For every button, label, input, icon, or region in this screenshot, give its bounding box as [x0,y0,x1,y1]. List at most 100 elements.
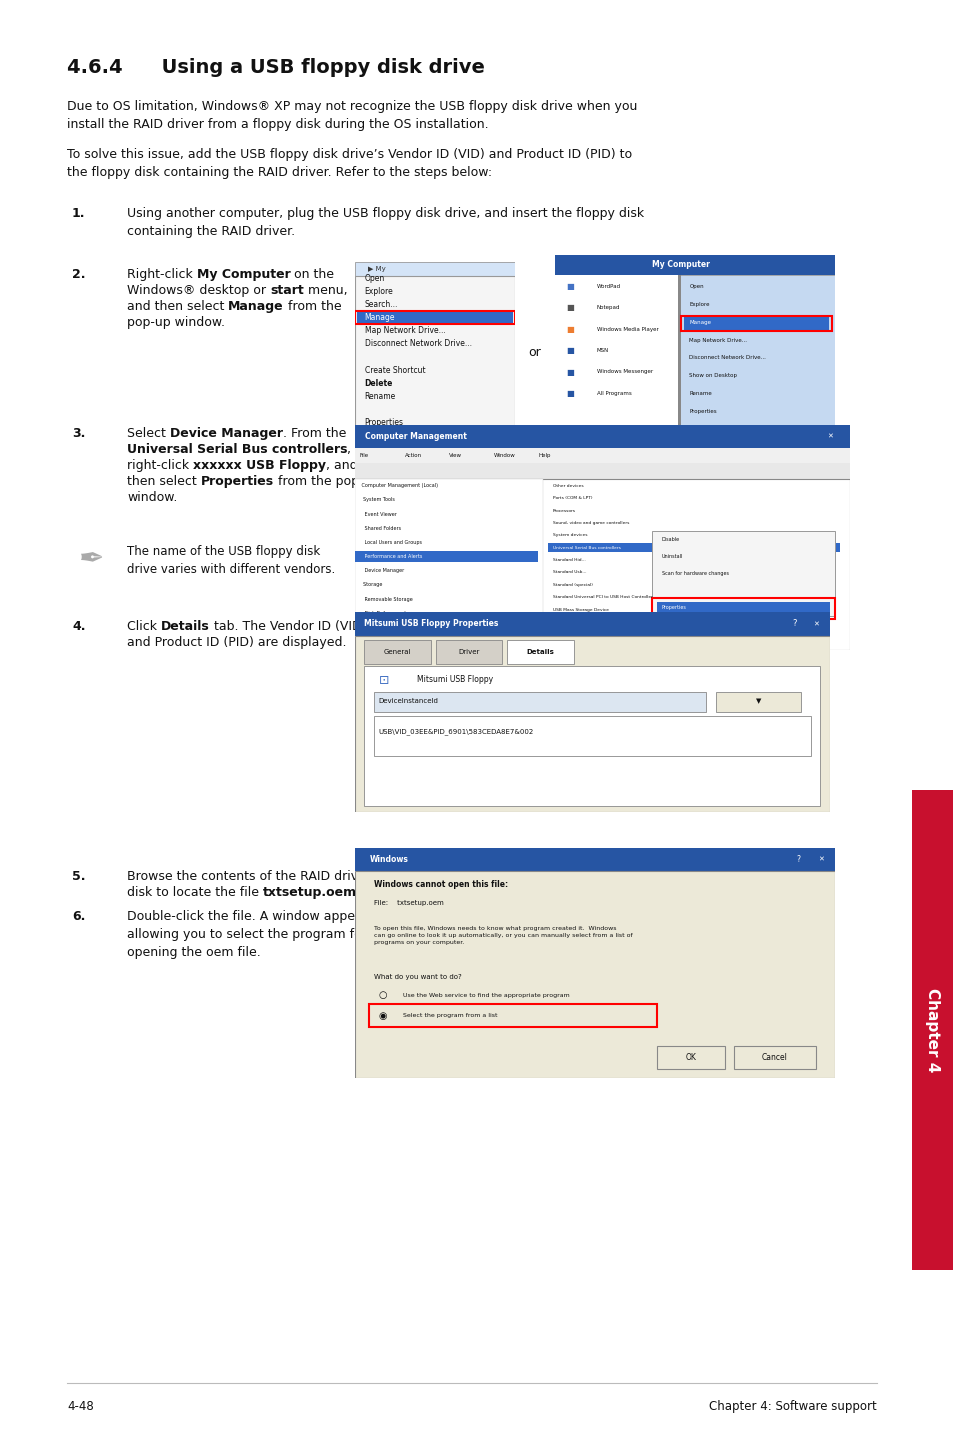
Text: MSN: MSN [597,348,609,354]
Text: 3.: 3. [71,427,85,440]
Text: 4.: 4. [71,620,86,633]
FancyBboxPatch shape [355,463,849,479]
Text: Rename: Rename [364,391,395,401]
Text: USB\VID_03EE&PID_6901\583CEDA8E7&002: USB\VID_03EE&PID_6901\583CEDA8E7&002 [378,729,534,735]
Text: Removable Storage: Removable Storage [359,597,413,601]
Text: , and: , and [326,459,357,472]
Text: Processors: Processors [553,509,576,512]
Text: or: or [528,345,540,358]
Text: Sound, video and game controllers: Sound, video and game controllers [553,521,629,525]
Text: Mitsumi USB Floppy Properties: Mitsumi USB Floppy Properties [364,620,498,628]
Text: USB Mass Storage Device: USB Mass Storage Device [553,607,608,611]
FancyBboxPatch shape [555,275,834,434]
Text: Manage: Manage [364,313,395,322]
Text: Event Viewer: Event Viewer [359,512,396,516]
Text: Storage: Storage [359,582,382,588]
Text: start: start [270,283,303,298]
Text: tab. The Vendor ID (VID): tab. The Vendor ID (VID) [210,620,366,633]
Text: ,: , [347,443,351,456]
Text: Device Manager: Device Manager [359,568,404,574]
Text: Manage: Manage [689,319,711,325]
Text: Map Network Drive...: Map Network Drive... [689,338,746,342]
Text: then select: then select [127,475,200,487]
Text: ✒: ✒ [79,545,105,574]
FancyBboxPatch shape [683,316,828,329]
Text: Click: Click [127,620,161,633]
Text: Right-click: Right-click [127,267,196,280]
Text: Universal Serial Bus controllers: Universal Serial Bus controllers [553,545,620,549]
Text: Double-click the file. A window appears,
allowing you to select the program for
: Double-click the file. A window appears,… [127,910,378,959]
Text: disk to locate the file: disk to locate the file [127,886,263,899]
Text: Other devices: Other devices [553,483,583,487]
FancyBboxPatch shape [555,434,834,450]
Text: Disk Defragmenter: Disk Defragmenter [359,611,411,615]
FancyBboxPatch shape [355,426,849,447]
Text: menu,: menu, [303,283,347,298]
Text: Windows: Windows [369,856,408,864]
Text: Open: Open [689,283,703,289]
Text: 4-48: 4-48 [67,1401,93,1414]
Text: ✕: ✕ [826,433,832,439]
Text: ■: ■ [566,347,574,355]
Text: Properties: Properties [200,475,274,487]
Text: Standard Universal PCI to USB Host Controller: Standard Universal PCI to USB Host Contr… [553,595,652,600]
Text: General: General [384,649,411,654]
Text: ✕: ✕ [817,857,822,863]
Text: Uninstall: Uninstall [661,554,682,559]
Text: My Computer: My Computer [196,267,291,280]
FancyBboxPatch shape [555,255,834,275]
Text: ○: ○ [378,991,387,1001]
FancyBboxPatch shape [734,1045,815,1068]
Text: Disk Management: Disk Management [359,626,409,630]
Text: Action: Action [404,453,421,457]
Text: Driver: Driver [457,649,479,654]
Text: pop-up window.: pop-up window. [127,316,225,329]
FancyBboxPatch shape [436,640,501,664]
Text: Windows Media Player: Windows Media Player [597,326,659,332]
Text: Search...: Search... [364,301,397,309]
Text: Disconnect Network Drive...: Disconnect Network Drive... [364,339,471,348]
FancyBboxPatch shape [716,692,801,712]
Text: ■: ■ [566,282,574,290]
Text: Explore: Explore [364,288,393,296]
Text: USB Root Hub: USB Root Hub [553,620,582,624]
Text: To solve this issue, add the USB floppy disk drive’s Vendor ID (VID) and Product: To solve this issue, add the USB floppy … [67,148,632,178]
Text: from the: from the [284,301,341,313]
Text: 4.6.4  Using a USB floppy disk drive: 4.6.4 Using a USB floppy disk drive [67,58,484,78]
Text: right-click: right-click [127,459,193,472]
FancyBboxPatch shape [374,716,810,756]
Text: Details: Details [161,620,210,633]
Text: Disable: Disable [661,538,679,542]
FancyBboxPatch shape [355,613,829,636]
Text: ■: ■ [566,325,574,334]
FancyBboxPatch shape [547,542,840,552]
Text: 6.: 6. [71,910,85,923]
Text: Select the program from a list: Select the program from a list [402,1014,497,1018]
Text: Explore: Explore [689,302,709,306]
FancyBboxPatch shape [657,601,829,614]
Text: Create Shortcut: Create Shortcut [364,365,425,374]
Text: Shared Folders: Shared Folders [359,526,400,531]
Text: ⊞ start: ⊞ start [577,437,606,447]
Text: Notepad: Notepad [597,305,619,311]
Text: DeviceInstanceId: DeviceInstanceId [378,697,438,705]
FancyBboxPatch shape [355,871,834,1078]
FancyBboxPatch shape [355,551,537,562]
Text: ⊡: ⊡ [378,673,389,686]
FancyBboxPatch shape [355,276,515,441]
Text: Local Users and Groups: Local Users and Groups [359,539,421,545]
FancyBboxPatch shape [374,692,706,712]
Text: Device Manager: Device Manager [170,427,283,440]
Text: To open this file, Windows needs to know what program created it.  Windows
can g: To open this file, Windows needs to know… [374,926,632,945]
Text: System devices: System devices [553,533,587,538]
Text: and then select: and then select [127,301,228,313]
Text: Computer Management (Local): Computer Management (Local) [359,483,437,489]
Text: txtsetup.oem: txtsetup.oem [263,886,356,899]
Text: Help: Help [537,453,550,457]
Text: Windows® desktop or: Windows® desktop or [127,283,270,298]
FancyBboxPatch shape [355,447,849,463]
Text: Details: Details [526,649,554,654]
Text: 5.: 5. [71,870,86,883]
Text: Browse the contents of the RAID driver: Browse the contents of the RAID driver [127,870,371,883]
Text: and Product ID (PID) are displayed.: and Product ID (PID) are displayed. [127,636,346,649]
